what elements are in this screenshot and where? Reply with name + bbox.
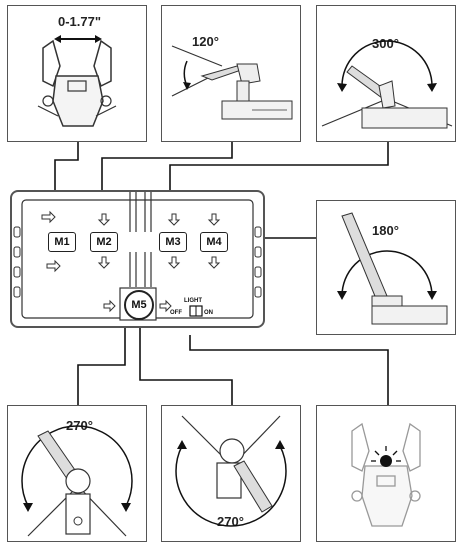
base-rotation-right-illustration	[175, 415, 287, 527]
elbow-panel: 300°	[316, 5, 456, 142]
wrist-angle-label: 120°	[192, 34, 219, 49]
motor-m1-button[interactable]: M1	[48, 232, 76, 252]
wrist-illustration	[171, 45, 293, 120]
gripper-range-label: 0-1.77"	[58, 14, 102, 29]
elbow-angle-label: 300°	[372, 36, 399, 51]
base-rotation-left-illustration	[21, 425, 133, 537]
motor-m2-button[interactable]: M2	[90, 232, 118, 252]
elbow-illustration	[321, 40, 453, 129]
shoulder-angle-label: 180°	[372, 223, 399, 238]
light-switch-on-label: ON	[204, 310, 213, 316]
light-switch-title: LIGHT	[184, 298, 202, 304]
gripper-panel: 0-1.77"	[7, 5, 147, 142]
controller-board: M1 M2 M3 M4 M5 LIGHT OFF ON	[10, 190, 265, 328]
shoulder-panel: 180°	[316, 200, 456, 335]
motor-m5-button[interactable]: M5	[124, 290, 154, 320]
shoulder-illustration	[337, 212, 448, 325]
base-rotation-panel-right: 270°	[161, 405, 301, 542]
wrist-panel: 120°	[161, 5, 301, 142]
light-illustration	[351, 422, 421, 527]
light-panel	[316, 405, 456, 542]
base-rotation-panel-left: 270°	[7, 405, 147, 542]
gripper-illustration	[37, 35, 117, 127]
motor-m3-button[interactable]: M3	[159, 232, 187, 252]
light-switch-off-label: OFF	[170, 310, 182, 316]
motor-m4-button[interactable]: M4	[200, 232, 228, 252]
